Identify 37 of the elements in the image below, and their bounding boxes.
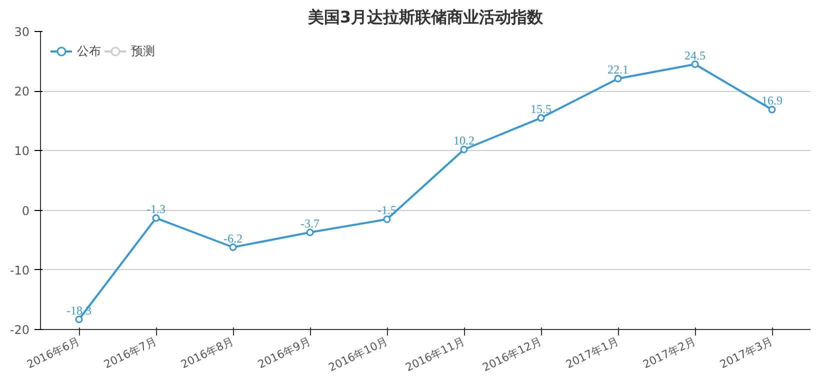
y-tick-label: 20 (14, 84, 30, 99)
x-tick-label: 2016年11月 (404, 334, 467, 374)
point (383, 215, 391, 223)
point (152, 214, 160, 222)
x-tick-label: 2016年9月 (256, 334, 313, 372)
y-tick-label: 30 (14, 25, 30, 39)
point (537, 114, 545, 122)
legend-label: 预测 (131, 42, 155, 60)
y-tick-label: -20 (10, 323, 30, 337)
point (306, 228, 314, 236)
x-tick-label: 2016年12月 (480, 334, 544, 374)
x-tick-label: 2017年1月 (564, 334, 621, 372)
point (768, 106, 776, 114)
x-tick-label: 2017年3月 (718, 334, 775, 372)
legend-label: 公布 (77, 42, 101, 60)
data-label: 10.2 (454, 134, 474, 148)
point (691, 60, 699, 68)
point (460, 146, 468, 154)
data-label: 24.5 (684, 48, 706, 62)
data-label: 22.1 (608, 62, 628, 77)
y-tick-label: 10 (14, 144, 30, 158)
x-tick-label: 2017年2月 (640, 334, 698, 372)
data-label: -6.2 (224, 231, 242, 246)
x-tick-label: 2016年7月 (102, 334, 159, 372)
data-label: 16.9 (762, 94, 782, 108)
data-label: 15.5 (530, 102, 552, 116)
data-label: -1.3 (146, 202, 166, 216)
point (229, 244, 237, 251)
x-tick-label: 2016年6月 (24, 334, 82, 372)
point (614, 74, 622, 82)
x-tick-label: 2016年10月 (326, 334, 390, 374)
data-label: -3.7 (300, 216, 320, 230)
point (75, 316, 83, 324)
x-tick-label: 2016年8月 (178, 334, 236, 372)
y-tick-label: 0 (22, 204, 30, 218)
chart-title: 美国3月达拉斯联储商业活动指数 (306, 8, 544, 26)
y-tick-label: -10 (10, 263, 30, 278)
